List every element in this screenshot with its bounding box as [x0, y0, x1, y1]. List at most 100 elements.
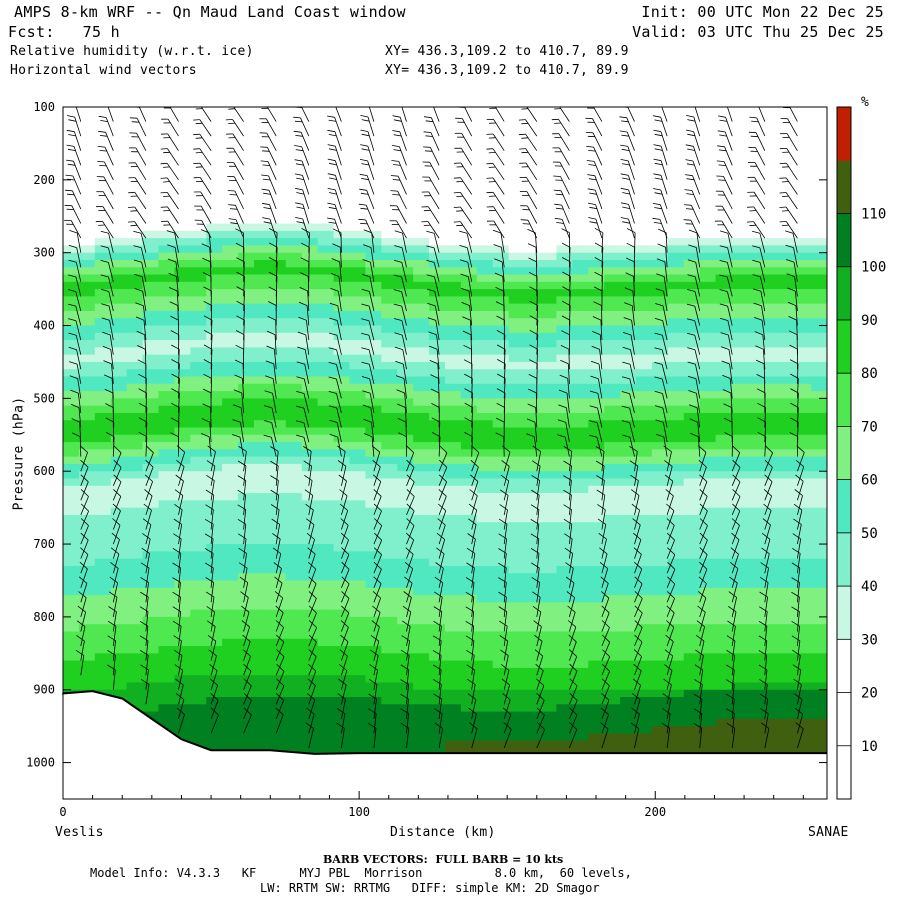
rh-cell	[651, 463, 669, 472]
rh-cell	[254, 514, 271, 523]
rh-cell	[651, 194, 669, 203]
rh-cell	[620, 303, 637, 312]
rh-cell	[429, 150, 446, 159]
rh-cell	[524, 223, 542, 232]
rh-cell	[572, 697, 589, 705]
rh-cell	[413, 638, 430, 647]
rh-cell	[604, 157, 621, 166]
rh-cell	[206, 281, 223, 290]
rh-cell	[254, 551, 271, 560]
rh-cell	[683, 485, 701, 494]
rh-cell	[524, 347, 542, 356]
rh-cell	[795, 303, 812, 312]
rh-cell	[301, 274, 319, 283]
rh-cell	[333, 252, 351, 261]
rh-cell	[413, 660, 430, 669]
rh-cell	[78, 427, 96, 436]
rh-cell	[142, 114, 160, 123]
rh-cell	[413, 150, 430, 159]
rh-cell	[301, 172, 319, 181]
rh-cell	[460, 616, 478, 625]
barb-shaft	[80, 554, 89, 574]
rh-cell	[222, 208, 239, 217]
rh-cell	[651, 689, 669, 698]
rh-cell	[604, 289, 621, 297]
rh-cell	[620, 179, 637, 188]
rh-cell	[651, 391, 669, 399]
rh-cell	[190, 580, 207, 589]
rh-cell	[349, 369, 367, 378]
rh-cell	[620, 332, 637, 341]
rh-cell	[317, 463, 335, 472]
rh-cell	[620, 697, 637, 705]
rh-cell	[651, 522, 669, 531]
rh-cell	[508, 296, 526, 305]
rh-cell	[222, 740, 239, 749]
rh-cell	[429, 689, 446, 698]
rh-cell	[779, 376, 796, 385]
rh-cell	[683, 646, 701, 654]
rh-cell	[620, 259, 637, 268]
rh-cell	[285, 704, 303, 713]
rh-cell	[508, 121, 526, 130]
rh-cell	[190, 456, 207, 465]
rh-cell	[779, 609, 796, 618]
rh-cell	[365, 711, 382, 720]
wind-barb	[112, 459, 122, 486]
rh-cell	[142, 296, 160, 305]
rh-cell	[683, 245, 701, 254]
rh-cell	[763, 238, 780, 246]
rh-cell	[317, 493, 335, 501]
rh-cell	[238, 624, 255, 633]
rh-cell	[269, 522, 287, 531]
rh-cell	[556, 230, 573, 239]
rh-cell	[636, 354, 653, 363]
rh-cell	[747, 289, 764, 297]
rh-cell	[429, 463, 446, 472]
rh-cell	[699, 383, 717, 392]
rh-cell	[811, 544, 827, 552]
rh-cell	[445, 704, 462, 713]
rh-cell	[540, 128, 558, 137]
rh-cell	[285, 114, 303, 123]
rh-cell	[811, 718, 827, 727]
barb-flag	[97, 146, 106, 148]
rh-cell	[604, 522, 621, 531]
rh-cell	[349, 434, 367, 443]
rh-cell	[413, 369, 430, 378]
rh-cell	[94, 223, 112, 232]
rh-cell	[206, 165, 223, 174]
barb-shaft	[104, 161, 114, 180]
rh-cell	[238, 391, 255, 399]
wind-barb	[79, 445, 88, 472]
rh-cell	[174, 289, 191, 297]
rh-cell	[429, 471, 446, 480]
rh-cell	[667, 748, 685, 756]
rh-cell	[206, 318, 223, 327]
barb-shaft	[142, 291, 147, 312]
rh-cell	[795, 332, 812, 341]
rh-cell	[317, 128, 335, 137]
rh-cell	[604, 107, 621, 115]
rh-cell	[460, 442, 478, 450]
rh-cell	[126, 412, 144, 421]
rh-cell	[651, 289, 669, 297]
rh-cell	[126, 391, 144, 399]
rh-cell	[238, 726, 255, 735]
rh-cell	[715, 340, 733, 348]
rh-cell	[78, 172, 96, 181]
rh-cell	[636, 529, 653, 538]
rh-cell	[381, 522, 398, 531]
rh-cell	[524, 558, 542, 567]
rh-cell	[429, 354, 446, 363]
rh-cell	[604, 354, 621, 363]
wind-barb	[128, 191, 147, 210]
rh-cell	[63, 230, 80, 239]
rh-cell	[795, 580, 812, 589]
rh-cell	[126, 318, 144, 327]
rh-cell	[222, 354, 239, 363]
rh-cell	[667, 405, 685, 414]
rh-cell	[381, 544, 398, 552]
rh-cell	[269, 660, 287, 669]
rh-cell	[476, 565, 494, 574]
